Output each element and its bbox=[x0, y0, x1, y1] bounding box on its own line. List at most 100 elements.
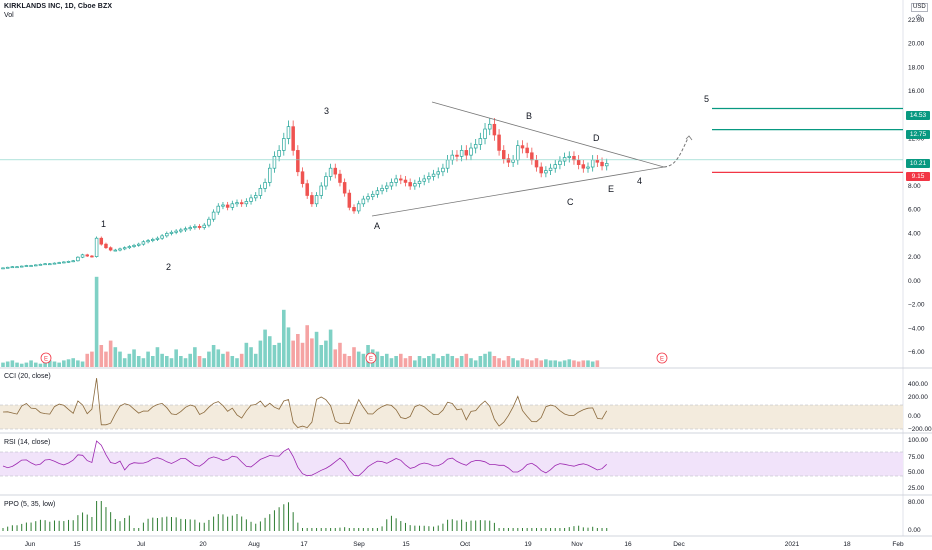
volume-bar bbox=[300, 342, 305, 367]
candle bbox=[160, 234, 164, 240]
ppo-bar bbox=[82, 512, 84, 531]
candle-body bbox=[366, 196, 370, 200]
candle bbox=[558, 156, 562, 170]
ppo-bar bbox=[105, 507, 107, 531]
volume-bar bbox=[310, 338, 314, 367]
ppo-bar bbox=[414, 525, 416, 531]
volume-bar bbox=[413, 360, 417, 367]
ppo-bar bbox=[339, 527, 341, 531]
ppo-bar bbox=[367, 528, 369, 531]
ppo-bar bbox=[180, 518, 182, 531]
candle-body bbox=[127, 246, 132, 249]
volume-bar bbox=[113, 347, 118, 367]
ppo-label[interactable]: PPO (5, 35, low) bbox=[4, 501, 56, 508]
earnings-circle bbox=[365, 352, 377, 364]
candle bbox=[211, 209, 216, 222]
ppo-bar bbox=[404, 522, 406, 531]
ppo-bar bbox=[49, 521, 51, 531]
candle-body bbox=[277, 150, 281, 157]
volume-bar bbox=[174, 349, 178, 367]
ppo-bar bbox=[559, 528, 561, 531]
candle-body bbox=[590, 159, 595, 168]
volume-bar bbox=[333, 349, 338, 367]
ppo-bar bbox=[550, 528, 552, 531]
candle bbox=[366, 193, 370, 203]
candle bbox=[431, 169, 436, 181]
candle bbox=[272, 151, 277, 173]
ppo-bar bbox=[199, 522, 201, 531]
ppo-bar bbox=[203, 522, 205, 531]
volume-bar bbox=[473, 360, 478, 367]
volume-bar bbox=[179, 356, 183, 367]
earnings-circle bbox=[656, 352, 668, 364]
candle bbox=[576, 155, 581, 170]
price-axis-label: 8.00 bbox=[908, 183, 921, 190]
candle bbox=[151, 237, 155, 243]
candle-body bbox=[506, 158, 511, 163]
candle bbox=[338, 169, 342, 187]
volume-bar bbox=[389, 358, 394, 367]
candle bbox=[464, 145, 469, 161]
candle-body bbox=[104, 243, 108, 249]
volume-bar bbox=[80, 361, 85, 367]
candle bbox=[202, 222, 206, 230]
candle-body bbox=[394, 178, 398, 183]
candle-body bbox=[530, 152, 534, 161]
rsi-label[interactable]: RSI (14, close) bbox=[4, 439, 51, 446]
ppo-bar bbox=[587, 527, 589, 531]
candle bbox=[174, 229, 178, 235]
candle bbox=[15, 266, 19, 269]
candle-body bbox=[380, 188, 384, 192]
wave-label-E: E bbox=[608, 184, 614, 194]
volume-bar bbox=[530, 360, 534, 367]
wave-label-B: B bbox=[526, 111, 532, 121]
ppo-bar bbox=[185, 519, 187, 531]
rsi-axis-label: 100.00 bbox=[908, 437, 928, 444]
candle bbox=[141, 240, 146, 246]
ppo-bar bbox=[91, 517, 93, 531]
candle-body bbox=[118, 248, 122, 251]
candle-body bbox=[165, 233, 169, 237]
candle-body bbox=[197, 225, 202, 228]
candle bbox=[370, 190, 375, 201]
ppo-bar bbox=[255, 523, 257, 531]
ppo-bar bbox=[7, 526, 9, 531]
ppo-bar bbox=[512, 528, 514, 531]
candle bbox=[314, 192, 319, 207]
volume-bar bbox=[558, 361, 562, 367]
settings-icon[interactable]: ⚙ bbox=[915, 13, 923, 22]
time-axis-label: Feb bbox=[892, 541, 904, 548]
candle bbox=[530, 147, 534, 165]
ppo-bar bbox=[63, 521, 65, 531]
candle bbox=[473, 139, 478, 154]
volume-bar bbox=[548, 360, 553, 367]
volume-bar bbox=[441, 356, 445, 367]
cci-axis-label: 400.00 bbox=[908, 381, 928, 388]
candle-body bbox=[141, 241, 146, 245]
candle-body bbox=[155, 237, 160, 240]
ppo-bar bbox=[58, 520, 60, 531]
candle-body bbox=[179, 229, 183, 232]
volume-bar bbox=[127, 353, 132, 367]
symbol-title[interactable]: KIRKLANDS INC, 1D, Cboe BZX bbox=[4, 3, 113, 10]
cci-label[interactable]: CCI (20, close) bbox=[4, 373, 51, 380]
time-axis-label: Nov bbox=[571, 541, 583, 548]
candle bbox=[183, 226, 188, 232]
candle-body bbox=[216, 205, 221, 213]
currency-badge[interactable]: USD bbox=[911, 3, 928, 12]
candle bbox=[38, 263, 43, 266]
candle-body bbox=[24, 265, 29, 267]
candle-body bbox=[338, 173, 342, 183]
candle bbox=[146, 238, 150, 244]
time-axis-label: Jul bbox=[137, 541, 146, 548]
volume-bar bbox=[136, 356, 141, 367]
candle bbox=[375, 187, 380, 198]
candle bbox=[132, 243, 136, 248]
candle bbox=[319, 182, 323, 199]
ppo-bar bbox=[2, 528, 4, 531]
ppo-bar bbox=[526, 528, 528, 531]
ppo-bar bbox=[273, 510, 275, 531]
volume-bar bbox=[193, 347, 197, 367]
candle bbox=[544, 166, 548, 178]
